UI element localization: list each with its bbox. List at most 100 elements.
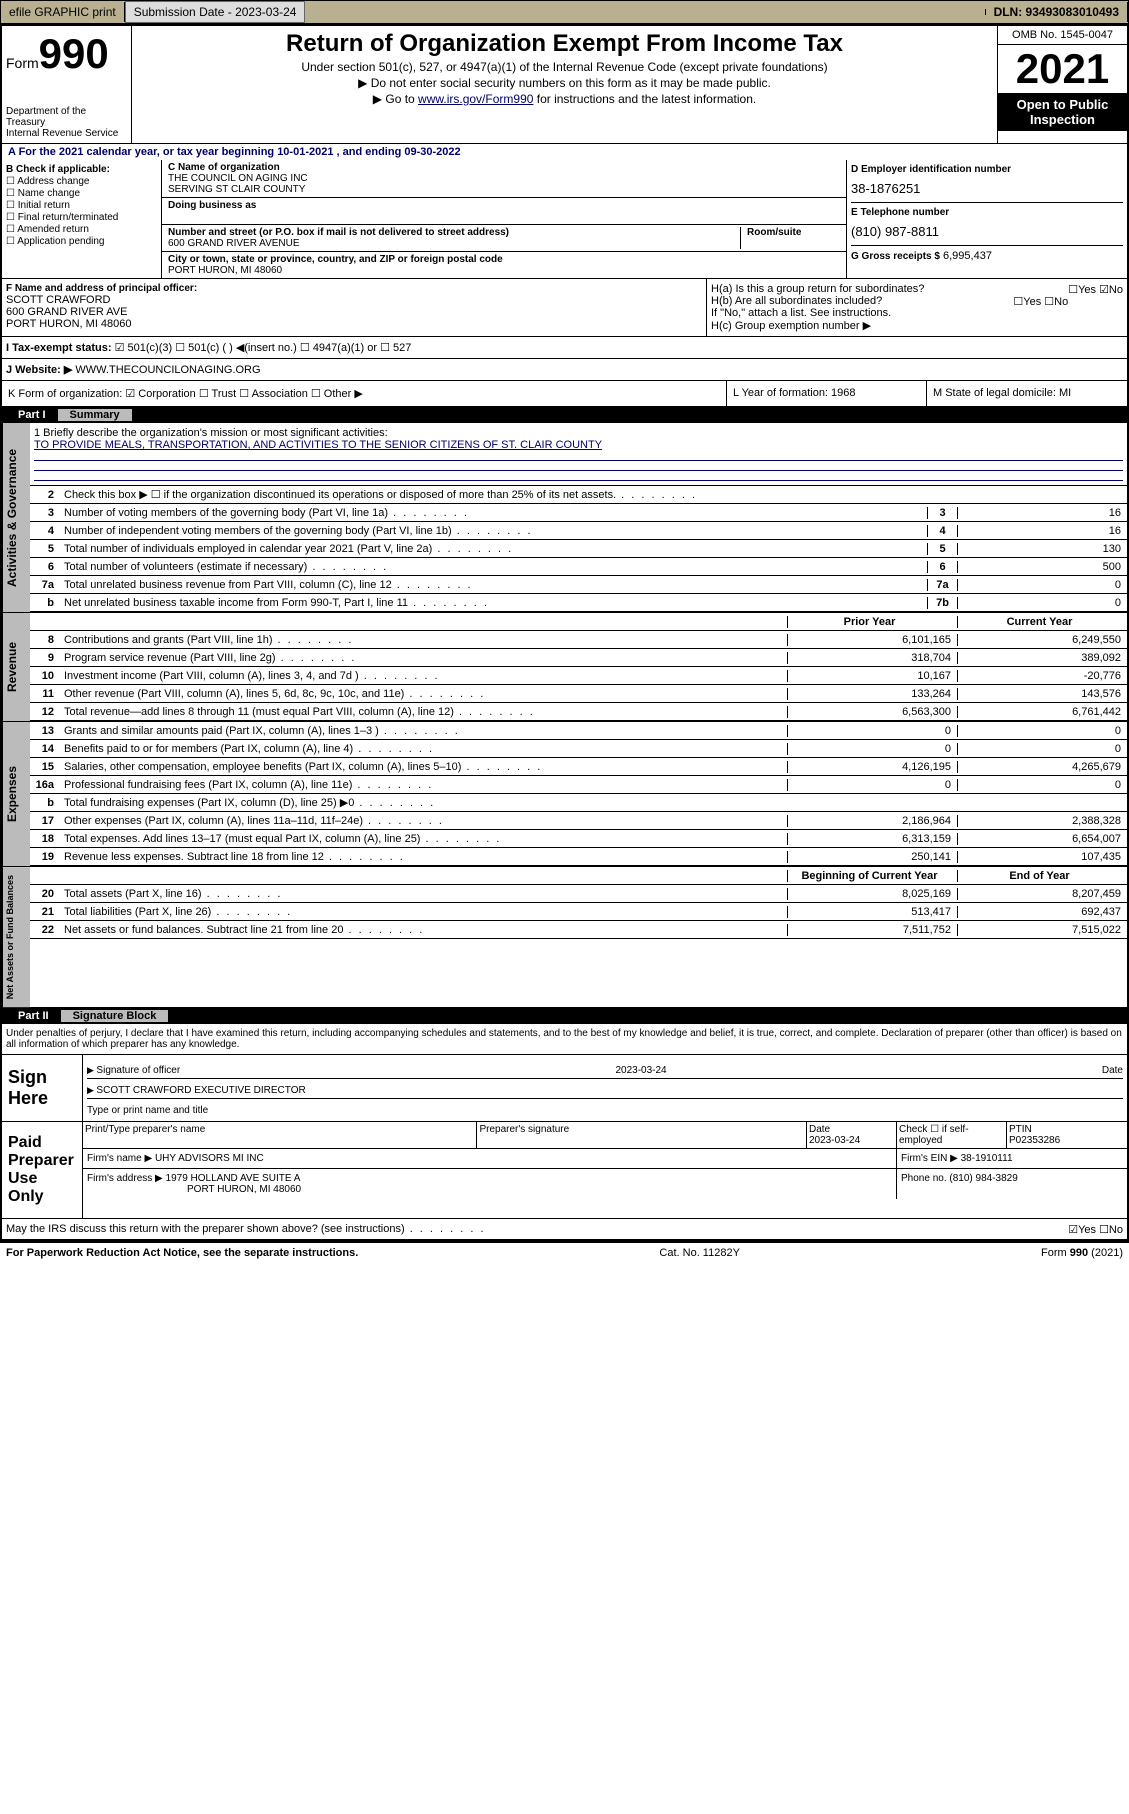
gross-value: 6,995,437 (943, 250, 992, 262)
chk-initial[interactable]: Initial return (6, 200, 157, 211)
gov-row: 4Number of independent voting members of… (30, 522, 1127, 540)
line-a: A For the 2021 calendar year, or tax yea… (2, 144, 1127, 160)
exp-row: 19Revenue less expenses. Subtract line 1… (30, 848, 1127, 866)
netassets-block: Net Assets or Fund Balances Beginning of… (2, 867, 1127, 1008)
tax-year: 2021 (998, 45, 1127, 93)
firm-addr2: PORT HURON, MI 48060 (87, 1184, 892, 1195)
name-title-label: Type or print name and title (87, 1105, 1123, 1116)
row-ij: I Tax-exempt status: ☑ 501(c)(3) ☐ 501(c… (2, 337, 1127, 359)
gov-row: 7aTotal unrelated business revenue from … (30, 576, 1127, 594)
na-row: 22Net assets or fund balances. Subtract … (30, 921, 1127, 939)
ha-label: H(a) Is this a group return for subordin… (711, 283, 924, 295)
k-form-org: K Form of organization: ☑ Corporation ☐ … (2, 381, 727, 406)
exp-row: 15Salaries, other compensation, employee… (30, 758, 1127, 776)
line-a-text: A For the 2021 calendar year, or tax yea… (8, 146, 461, 158)
form-header: Form990 Department of the Treasury Inter… (2, 26, 1127, 144)
irs-link[interactable]: www.irs.gov/Form990 (418, 92, 533, 106)
footer-mid: Cat. No. 11282Y (659, 1247, 740, 1259)
org-city: PORT HURON, MI 48060 (168, 265, 840, 276)
ha-answer: ☐Yes ☑No (1068, 283, 1123, 296)
footer-right: Form 990 (2021) (1041, 1247, 1123, 1259)
city-label: City or town, state or province, country… (168, 254, 840, 265)
ptin-value: P02353286 (1009, 1135, 1125, 1146)
col-b: B Check if applicable: Address change Na… (2, 160, 162, 278)
declaration-text: Under penalties of perjury, I declare th… (2, 1024, 1127, 1055)
sub3-post: for instructions and the latest informat… (533, 92, 756, 106)
gov-grid: 1 Briefly describe the organization's mi… (30, 423, 1127, 612)
efile-label: efile GRAPHIC print (1, 2, 125, 22)
sig-officer-label: Signature of officer (87, 1065, 180, 1076)
chk-address[interactable]: Address change (6, 176, 157, 187)
part2-title: Signature Block (61, 1010, 169, 1022)
exp-grid: 13Grants and similar amounts paid (Part … (30, 722, 1127, 866)
rev-grid: Prior YearCurrent Year 8Contributions an… (30, 613, 1127, 721)
sign-here-fields: Signature of officer 2023-03-24 Date SCOTT… (82, 1055, 1127, 1121)
i-options: ☑ 501(c)(3) ☐ 501(c) ( ) ◀(insert no.) ☐… (115, 342, 412, 354)
firm-ein: 38-1910111 (961, 1153, 1013, 1164)
irs-label: Internal Revenue Service (6, 128, 127, 139)
phone-value: (810) 987-8811 (851, 218, 1123, 245)
chk-final[interactable]: Final return/terminated (6, 212, 157, 223)
dept-label: Department of the Treasury (6, 106, 127, 128)
m-domicile: M State of legal domicile: MI (927, 381, 1127, 406)
ein-value: 38-1876251 (851, 175, 1123, 202)
paid-preparer-block: Paid Preparer Use Only Print/Type prepar… (2, 1122, 1127, 1219)
chk-amended[interactable]: Amended return (6, 224, 157, 235)
chk-name[interactable]: Name change (6, 188, 157, 199)
subtitle-2: ▶ Do not enter social security numbers o… (136, 76, 993, 90)
exp-row: 18Total expenses. Add lines 13–17 (must … (30, 830, 1127, 848)
officer-addr2: PORT HURON, MI 48060 (6, 318, 702, 330)
footer: For Paperwork Reduction Act Notice, see … (0, 1243, 1129, 1263)
na-row: 20Total assets (Part X, line 16)8,025,16… (30, 885, 1127, 903)
side-expenses: Expenses (2, 722, 30, 866)
revenue-block: Revenue Prior YearCurrent Year 8Contribu… (2, 613, 1127, 722)
discuss-q: May the IRS discuss this return with the… (6, 1223, 486, 1235)
org-name-2: SERVING ST CLAIR COUNTY (168, 184, 840, 195)
firm-name: UHY ADVISORS MI INC (155, 1153, 264, 1164)
org-name-1: THE COUNCIL ON AGING INC (168, 173, 840, 184)
col-h: H(a) Is this a group return for subordin… (707, 279, 1127, 336)
part1-bar: Part I Summary (2, 407, 1127, 423)
na-grid: Beginning of Current YearEnd of Year 20T… (30, 867, 1127, 1007)
mission-q: 1 Briefly describe the organization's mi… (34, 427, 388, 439)
col-d: D Employer identification number 38-1876… (847, 160, 1127, 278)
rev-row: 9Program service revenue (Part VIII, lin… (30, 649, 1127, 667)
j-label: J Website: ▶ (6, 364, 72, 376)
officer-addr1: 600 GRAND RIVER AVE (6, 306, 702, 318)
chk-pending[interactable]: Application pending (6, 236, 157, 247)
paid-preparer-fields: Print/Type preparer's name Preparer's si… (82, 1122, 1127, 1218)
paid-preparer-label: Paid Preparer Use Only (2, 1122, 82, 1218)
side-revenue: Revenue (2, 613, 30, 721)
date-label: Date (1102, 1065, 1123, 1076)
hb-label: H(b) Are all subordinates included? (711, 295, 882, 307)
col-c: C Name of organization THE COUNCIL ON AG… (162, 160, 847, 278)
hdr-current-year: Current Year (957, 616, 1127, 628)
submission-date-button[interactable]: Submission Date - 2023-03-24 (125, 1, 306, 23)
gov-row: 6Total number of volunteers (estimate if… (30, 558, 1127, 576)
sig-date: 2023-03-24 (615, 1065, 666, 1076)
exp-row: 17Other expenses (Part IX, column (A), l… (30, 812, 1127, 830)
firm-addr1: 1979 HOLLAND AVE SUITE A (166, 1173, 301, 1184)
gov-row: bNet unrelated business taxable income f… (30, 594, 1127, 612)
row-bcd: B Check if applicable: Address change Na… (2, 160, 1127, 279)
discuss-ans: ☑Yes ☐No (1068, 1223, 1123, 1236)
summary-block: Activities & Governance 1 Briefly descri… (2, 423, 1127, 613)
officer-name-title: SCOTT CRAWFORD EXECUTIVE DIRECTOR (87, 1085, 306, 1096)
exp-row: 16aProfessional fundraising fees (Part I… (30, 776, 1127, 794)
subtitle-3: ▶ Go to www.irs.gov/Form990 for instruct… (136, 92, 993, 106)
hdr-end-year: End of Year (957, 870, 1127, 882)
prep-name-label: Print/Type preparer's name (85, 1124, 474, 1135)
f-label: F Name and address of principal officer: (6, 283, 702, 294)
form-id-box: Form990 Department of the Treasury Inter… (2, 26, 132, 143)
hdr-begin-year: Beginning of Current Year (787, 870, 957, 882)
sign-here-label: Sign Here (2, 1055, 82, 1121)
sign-here-block: Sign Here Signature of officer 2023-03-24… (2, 1055, 1127, 1122)
part1-title: Summary (58, 409, 132, 421)
part2-num: Part II (10, 1010, 57, 1022)
gov-row: 3Number of voting members of the governi… (30, 504, 1127, 522)
topbar: efile GRAPHIC print Submission Date - 20… (0, 0, 1129, 24)
exp-row: 14Benefits paid to or for members (Part … (30, 740, 1127, 758)
org-address: 600 GRAND RIVER AVENUE (168, 238, 740, 249)
row-klm: K Form of organization: ☑ Corporation ☐ … (2, 381, 1127, 407)
mission-a: TO PROVIDE MEALS, TRANSPORTATION, AND AC… (34, 439, 602, 451)
